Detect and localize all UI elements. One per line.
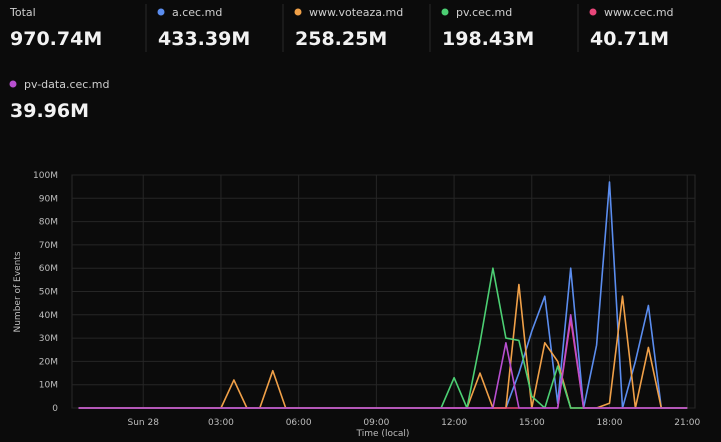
x-tick-label: Sun 28 (128, 418, 160, 428)
legend-label: pv.cec.md (456, 6, 512, 19)
series-total: 433.39M (158, 28, 250, 50)
y-tick-label: 50M (39, 288, 58, 298)
series-line (78, 318, 688, 409)
x-tick-label: 12:00 (441, 418, 467, 428)
legend-label: www.voteaza.md (309, 6, 403, 19)
legend-label: www.cec.md (604, 6, 674, 19)
y-tick-label: 100M (33, 171, 58, 181)
x-tick-label: 09:00 (363, 418, 389, 428)
y-tick-label: 40M (39, 311, 58, 321)
legend-dot (9, 80, 17, 88)
y-tick-label: 20M (39, 357, 58, 367)
series-line (78, 314, 688, 409)
x-tick-label: 21:00 (674, 418, 700, 428)
x-axis-title: Time (local) (356, 429, 410, 438)
y-tick-label: 60M (39, 264, 58, 274)
series-total: 258.25M (295, 28, 387, 50)
legend-label: a.cec.md (172, 6, 222, 19)
x-tick-label: 03:00 (208, 418, 234, 428)
series-total: 39.96M (10, 100, 89, 122)
series-line (78, 181, 688, 409)
y-tick-label: 70M (39, 241, 58, 251)
y-tick-label: 80M (39, 218, 58, 228)
x-tick-label: 15:00 (519, 418, 545, 428)
y-tick-label: 0 (52, 404, 58, 414)
total-label: Total (9, 6, 36, 19)
y-tick-label: 30M (39, 334, 58, 344)
legend-dot (589, 8, 597, 16)
y-tick-label: 90M (39, 194, 58, 204)
legend-dot (294, 8, 302, 16)
total-value: 970.74M (10, 28, 102, 50)
x-tick-label: 18:00 (597, 418, 623, 428)
y-axis-title: Number of Events (13, 251, 23, 332)
x-tick-label: 06:00 (286, 418, 312, 428)
legend-dot (157, 8, 165, 16)
legend-dot (441, 8, 449, 16)
legend-label: pv-data.cec.md (24, 78, 110, 91)
series-total: 40.71M (590, 28, 669, 50)
y-tick-label: 10M (39, 381, 58, 391)
series-total: 198.43M (442, 28, 534, 50)
